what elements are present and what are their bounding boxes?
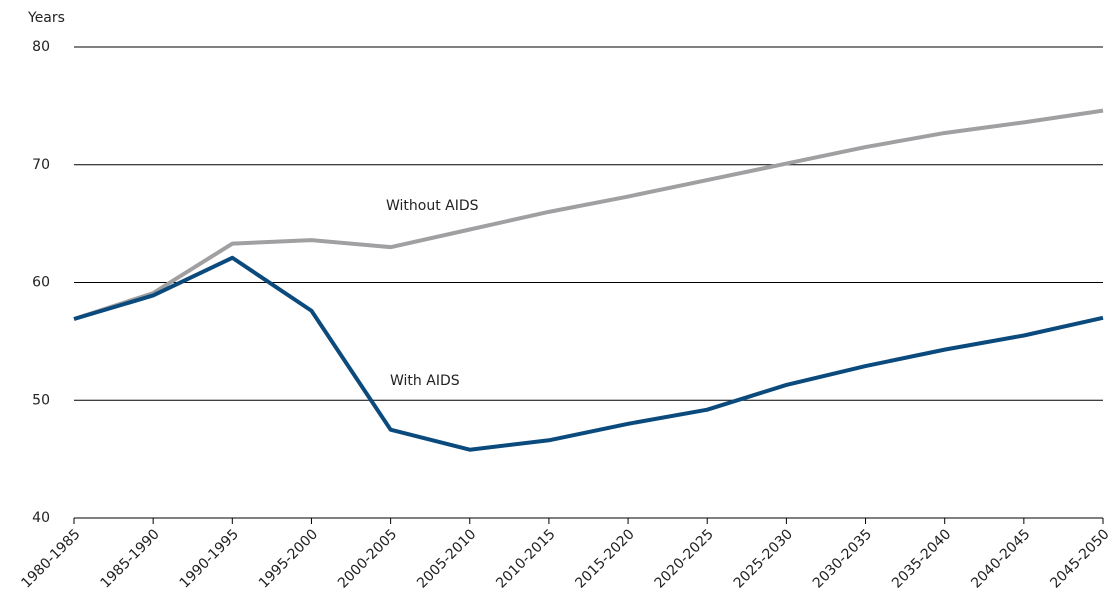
x-tick-label: 2020-2025 (652, 526, 717, 591)
x-tick-label: 2030-2035 (810, 526, 875, 591)
x-tick-label: 1995-2000 (256, 526, 321, 591)
y-tick-label: 50 (32, 392, 50, 408)
series-label: Without AIDS (386, 198, 479, 214)
y-axis-label: Years (27, 10, 65, 26)
x-tick-label: 2040-2045 (968, 526, 1033, 591)
x-tick-label: 1980-1985 (18, 526, 83, 591)
x-tick-label: 2015-2020 (572, 526, 637, 591)
x-tick-label: 1985-1990 (98, 526, 163, 591)
series-line (73, 108, 1104, 321)
y-tick-label: 80 (32, 39, 50, 55)
series-label: With AIDS (390, 373, 460, 389)
y-tick-label: 60 (32, 275, 50, 291)
x-tick-label: 2035-2040 (889, 526, 954, 591)
x-tick-label: 2000-2005 (335, 526, 400, 591)
x-tick-label: 1990-1995 (177, 526, 242, 591)
x-tick-label: 2025-2030 (731, 526, 796, 591)
series-line (73, 255, 1104, 452)
x-tick-label: 2045-2050 (1047, 526, 1110, 591)
y-tick-label: 40 (32, 510, 50, 526)
x-tick-label: 2005-2010 (414, 526, 479, 591)
x-tick-label: 2010-2015 (493, 526, 558, 591)
y-tick-label: 70 (32, 157, 50, 173)
